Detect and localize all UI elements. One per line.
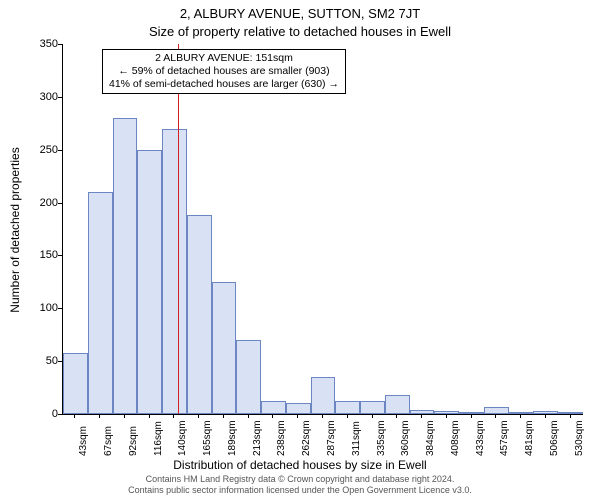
x-tick-label: 433sqm: [475, 420, 486, 456]
x-tick-mark: [421, 414, 422, 418]
x-tick-mark: [372, 414, 373, 418]
x-tick-mark: [570, 414, 571, 418]
x-tick-mark: [223, 414, 224, 418]
y-tick-label: 150: [40, 249, 58, 261]
x-tick-label: 287sqm: [326, 420, 337, 456]
x-tick-label: 457sqm: [499, 420, 510, 456]
x-tick-label: 43sqm: [78, 426, 89, 456]
histogram-bar: [459, 412, 484, 414]
histogram-bar: [484, 407, 509, 414]
x-tick-mark: [495, 414, 496, 418]
y-tick-mark: [58, 97, 62, 98]
histogram-bar: [162, 129, 187, 414]
histogram-bar: [311, 377, 336, 414]
x-tick-mark: [471, 414, 472, 418]
y-tick-mark: [58, 308, 62, 309]
histogram-bar: [335, 401, 360, 414]
histogram-bar: [261, 401, 286, 414]
histogram-bar: [212, 282, 237, 414]
x-tick-label: 116sqm: [153, 421, 164, 456]
y-tick-label: 50: [46, 355, 58, 367]
y-tick-mark: [58, 44, 62, 45]
x-tick-label: 165sqm: [202, 420, 213, 456]
x-tick-mark: [322, 414, 323, 418]
chart-title-line2: Size of property relative to detached ho…: [0, 24, 600, 39]
x-tick-mark: [520, 414, 521, 418]
reference-line: [178, 44, 179, 414]
histogram-bar: [558, 412, 583, 414]
histogram-bar: [137, 150, 162, 414]
x-tick-label: 384sqm: [425, 420, 436, 456]
histogram-bar: [360, 401, 385, 414]
histogram-bar: [63, 353, 88, 414]
histogram-bar: [385, 395, 410, 414]
histogram-bar: [286, 403, 311, 414]
x-tick-label: 238sqm: [276, 420, 287, 456]
x-tick-mark: [272, 414, 273, 418]
x-tick-mark: [396, 414, 397, 418]
annotation-line1: 2 ALBURY AVENUE: 151sqm: [109, 52, 339, 65]
y-tick-label: 350: [40, 38, 58, 50]
y-tick-mark: [58, 361, 62, 362]
histogram-bar: [533, 411, 558, 414]
x-tick-label: 481sqm: [524, 420, 535, 456]
y-tick-label: 200: [40, 197, 58, 209]
x-axis-label: Distribution of detached houses by size …: [0, 458, 600, 472]
y-tick-label: 300: [40, 91, 58, 103]
footer-line2: Contains public sector information licen…: [0, 485, 600, 496]
histogram-bar: [187, 215, 212, 414]
x-tick-mark: [173, 414, 174, 418]
x-tick-label: 213sqm: [252, 420, 263, 456]
y-tick-label: 250: [40, 144, 58, 156]
x-tick-label: 92sqm: [128, 426, 139, 456]
x-tick-label: 506sqm: [549, 420, 560, 456]
y-tick-label: 100: [40, 302, 58, 314]
y-axis-label: Number of detached properties: [8, 147, 22, 312]
annotation-line3: 41% of semi-detached houses are larger (…: [109, 78, 339, 91]
plot-area: [62, 44, 583, 415]
annotation-line2: ← 59% of detached houses are smaller (90…: [109, 65, 339, 78]
y-tick-mark: [58, 150, 62, 151]
x-tick-label: 311sqm: [351, 421, 362, 456]
x-tick-label: 262sqm: [301, 420, 312, 456]
x-tick-mark: [297, 414, 298, 418]
histogram-bar: [236, 340, 261, 414]
x-tick-mark: [74, 414, 75, 418]
x-tick-label: 189sqm: [227, 420, 238, 456]
histogram-bar: [88, 192, 113, 414]
x-tick-label: 360sqm: [400, 420, 411, 456]
footer-text: Contains HM Land Registry data © Crown c…: [0, 474, 600, 496]
chart-container: 2, ALBURY AVENUE, SUTTON, SM2 7JT Size o…: [0, 0, 600, 500]
chart-title-line1: 2, ALBURY AVENUE, SUTTON, SM2 7JT: [0, 6, 600, 21]
y-tick-mark: [58, 255, 62, 256]
histogram-bar: [113, 118, 138, 414]
annotation-box: 2 ALBURY AVENUE: 151sqm ← 59% of detache…: [102, 49, 346, 94]
footer-line1: Contains HM Land Registry data © Crown c…: [0, 474, 600, 485]
x-tick-mark: [99, 414, 100, 418]
y-tick-mark: [58, 414, 62, 415]
x-tick-label: 408sqm: [450, 420, 461, 456]
y-tick-mark: [58, 203, 62, 204]
x-tick-mark: [446, 414, 447, 418]
x-tick-mark: [545, 414, 546, 418]
histogram-bar: [434, 411, 459, 414]
x-tick-mark: [198, 414, 199, 418]
x-tick-mark: [347, 414, 348, 418]
x-tick-label: 530sqm: [574, 420, 585, 456]
x-tick-mark: [149, 414, 150, 418]
x-tick-label: 67sqm: [103, 426, 114, 456]
x-tick-mark: [124, 414, 125, 418]
x-tick-label: 140sqm: [177, 420, 188, 456]
x-tick-label: 335sqm: [376, 420, 387, 456]
x-tick-mark: [248, 414, 249, 418]
